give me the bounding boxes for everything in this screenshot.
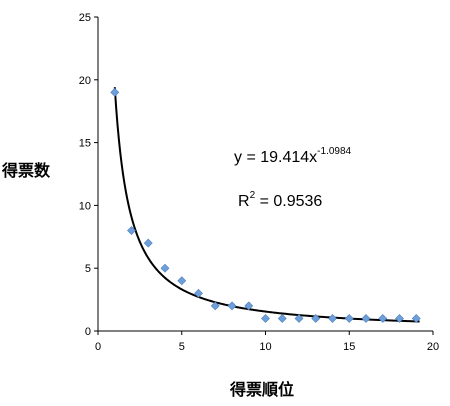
r2-value: = 0.9536 <box>255 193 322 210</box>
data-point <box>227 301 237 311</box>
y-axis-label: 得票数 <box>1 161 51 180</box>
r2-label: R <box>238 193 250 210</box>
r2-exponent: 2 <box>250 190 256 201</box>
data-point <box>261 314 270 323</box>
data-point <box>328 314 337 323</box>
data-point <box>395 314 404 323</box>
data-point <box>311 314 321 323</box>
x-tick-label: 10 <box>259 341 271 353</box>
data-point <box>177 276 187 286</box>
y-tick-label: 20 <box>79 75 91 87</box>
data-points <box>110 87 421 323</box>
data-point <box>344 314 354 323</box>
y-tick-label: 10 <box>79 200 91 212</box>
equation-exponent: -1.0984 <box>317 146 351 157</box>
y-tick-label: 15 <box>79 138 91 150</box>
y-tick-label: 25 <box>79 12 91 24</box>
data-point <box>160 263 170 273</box>
y-tick-label: 5 <box>85 263 91 275</box>
x-tick-label: 5 <box>179 341 185 353</box>
data-point <box>361 314 371 323</box>
data-point <box>411 314 421 323</box>
y-tick-label: 0 <box>85 326 91 338</box>
data-point <box>294 314 304 323</box>
axes: 0 5 10 15 20 0 5 10 15 20 25 <box>79 12 439 353</box>
data-point <box>110 87 120 97</box>
equation-base: y = 19.414x <box>234 149 317 166</box>
data-point <box>244 301 254 311</box>
data-point <box>210 301 220 311</box>
x-tick-label: 0 <box>95 341 101 353</box>
data-point <box>143 238 153 248</box>
x-tick-label: 15 <box>343 341 355 353</box>
y-ticks: 0 5 10 15 20 25 <box>79 12 98 338</box>
x-axis-label: 得票順位 <box>229 380 294 399</box>
x-tick-label: 20 <box>427 341 439 353</box>
trendline-equation: y = 19.414x-1.0984 <box>234 146 352 166</box>
data-point <box>277 314 287 323</box>
data-point <box>378 314 388 323</box>
data-point <box>194 288 203 298</box>
r-squared: R2 = 0.9536 <box>238 190 322 210</box>
data-point <box>127 226 136 235</box>
x-ticks: 0 5 10 15 20 <box>95 331 439 353</box>
